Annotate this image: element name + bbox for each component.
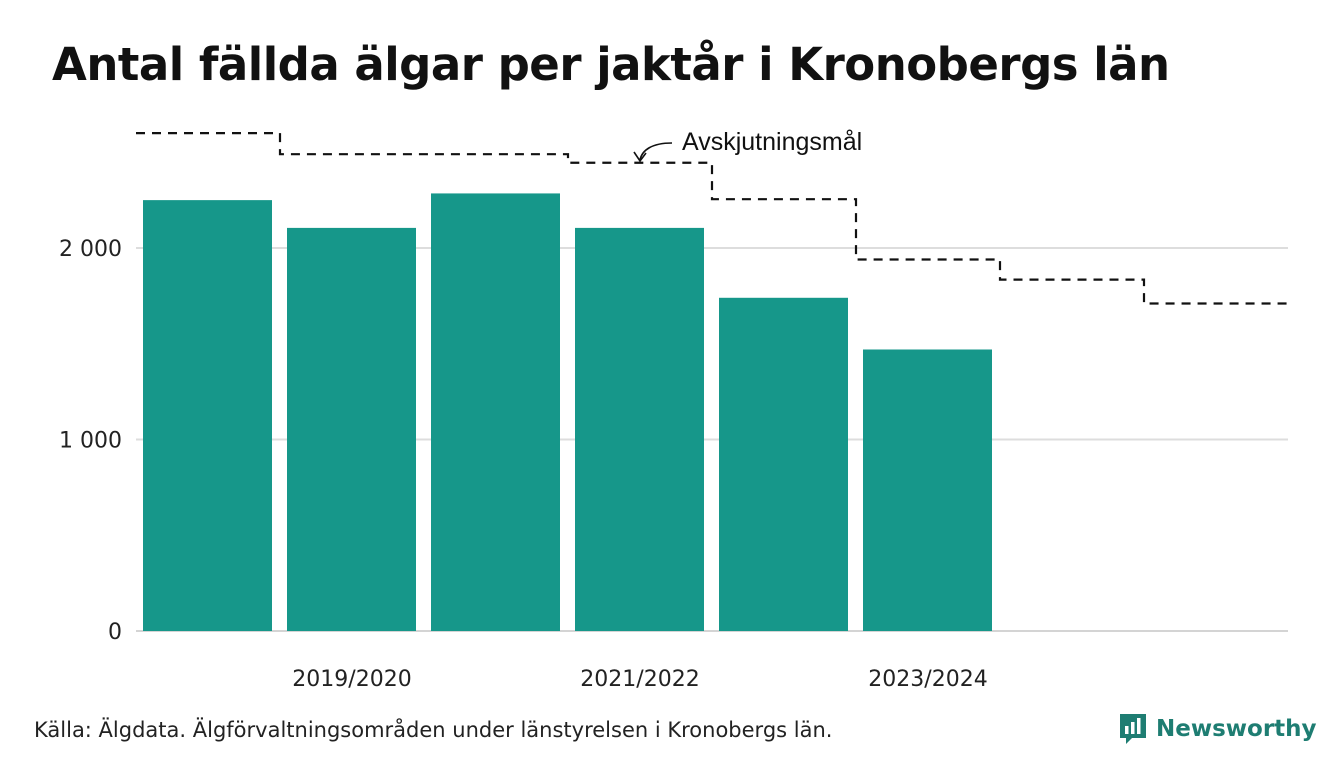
bar-2021-2022 — [575, 227, 704, 631]
target-step-line — [136, 132, 1288, 305]
x-axis-labels: 2019/2020 2021/2022 2023/2024 — [292, 667, 987, 692]
target-line-layer — [136, 132, 1288, 305]
brand-logo: Newsworthy — [1118, 712, 1317, 746]
x-tick-label: 2019/2020 — [292, 667, 411, 692]
bar-2018-2019 — [143, 200, 272, 631]
y-axis-labels: 0 1 000 2 000 — [59, 237, 122, 645]
bar-2023-2024 — [863, 349, 992, 631]
y-tick-label: 0 — [108, 620, 122, 645]
x-tick-label: 2023/2024 — [868, 667, 987, 692]
y-tick-label: 1 000 — [59, 429, 122, 454]
bar-layer — [143, 193, 992, 632]
annotation-arrowhead-icon — [633, 151, 647, 163]
bar-2019-2020 — [287, 227, 416, 631]
source-note: Källa: Älgdata. Älgförvaltningsområden u… — [34, 718, 833, 742]
brand-name: Newsworthy — [1156, 716, 1317, 742]
target-line-annotation: Avskjutningsmål — [682, 128, 862, 156]
bar-2020-2021 — [431, 193, 560, 632]
newsworthy-logo-icon — [1120, 714, 1146, 744]
y-tick-label: 2 000 — [59, 237, 122, 262]
x-tick-label: 2021/2022 — [580, 667, 699, 692]
annotation-arrow-icon — [639, 142, 673, 161]
bar-2022-2023 — [719, 297, 848, 631]
annotation-layer: Avskjutningsmål — [633, 128, 862, 163]
chart-title: Antal fällda älgar per jaktår i Kronober… — [52, 38, 1170, 91]
